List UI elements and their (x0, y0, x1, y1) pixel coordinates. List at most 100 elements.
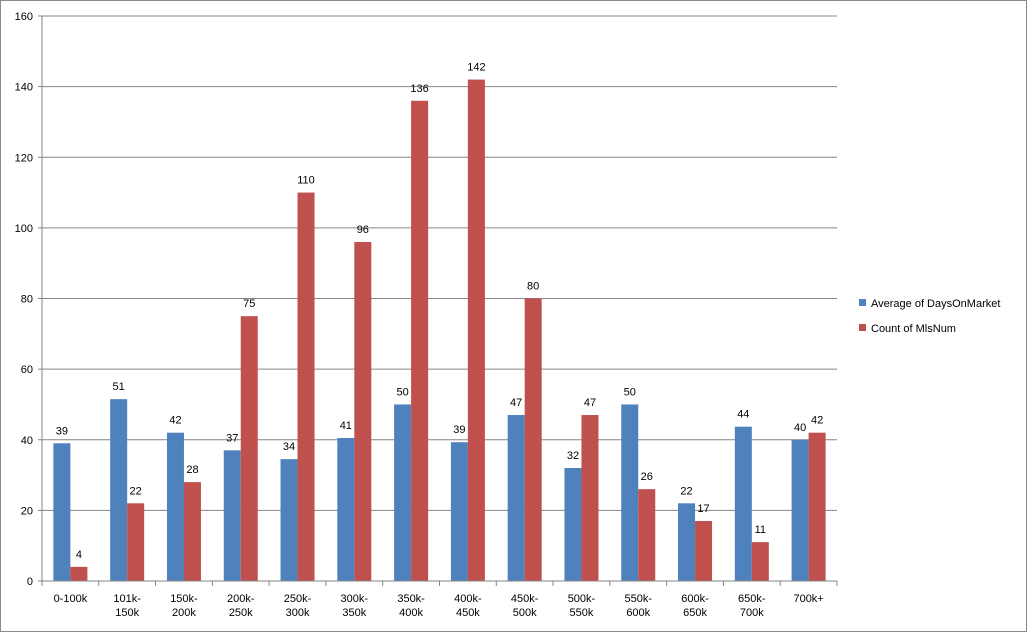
x-tick-label: 650k (683, 607, 707, 619)
y-tick-label: 20 (21, 505, 33, 517)
x-tick-label: 250k- (284, 593, 312, 605)
y-tick-label: 120 (15, 152, 33, 164)
bar-days-on-market (337, 437, 355, 581)
bar-days-on-market (678, 503, 696, 581)
bar-days-on-market (110, 399, 128, 581)
x-tick-label: 350k (342, 607, 366, 619)
bars (53, 79, 826, 581)
bar-days-on-market (621, 404, 639, 581)
bar-mls-count (751, 542, 769, 581)
data-label: 4 (76, 549, 82, 561)
bar-days-on-market (53, 443, 71, 581)
data-label: 22 (680, 485, 692, 497)
data-label: 47 (584, 397, 596, 409)
data-label: 80 (527, 281, 539, 293)
bar-days-on-market (564, 468, 582, 581)
bar-days-on-market (507, 415, 525, 581)
bar-mls-count (808, 432, 826, 581)
x-tick-label: 550k (570, 607, 594, 619)
data-label: 26 (641, 471, 653, 483)
bar-mls-count (127, 503, 145, 581)
data-label: 47 (510, 397, 522, 409)
x-tick-label: 500k- (568, 593, 596, 605)
y-tick-label: 0 (27, 576, 33, 588)
x-tick-label: 300k (286, 607, 310, 619)
bar-days-on-market (394, 404, 412, 581)
bar-mls-count (183, 482, 201, 581)
x-tick-label: 200k- (227, 593, 255, 605)
bar-mls-count (695, 520, 713, 581)
y-tick-label: 160 (15, 11, 33, 23)
bar-mls-count (581, 415, 599, 581)
bar-mls-count (524, 298, 542, 581)
legend-label: Average of DaysOnMarket (871, 298, 1000, 310)
x-tick-label: 650k- (738, 593, 766, 605)
bar-mls-count (70, 566, 88, 581)
data-label: 136 (410, 83, 428, 95)
data-label: 32 (567, 450, 579, 462)
data-label: 51 (113, 381, 125, 393)
data-label: 50 (624, 386, 636, 398)
x-tick-label: 700k+ (793, 593, 823, 605)
data-label: 42 (811, 415, 823, 427)
x-tick-label: 400k- (454, 593, 482, 605)
x-tick-label: 700k (740, 607, 764, 619)
data-label: 42 (169, 415, 181, 427)
x-tick-label: 600k- (681, 593, 709, 605)
x-tick-label: 101k- (113, 593, 141, 605)
bar-mls-count (240, 316, 258, 581)
data-label: 22 (130, 485, 142, 497)
data-label: 28 (186, 464, 198, 476)
y-tick-label: 80 (21, 294, 33, 306)
gridlines (42, 15, 837, 511)
data-label: 17 (697, 503, 709, 515)
bar-mls-count (297, 192, 315, 581)
x-tick-label: 450k- (511, 593, 539, 605)
x-tick-label: 200k (172, 607, 196, 619)
bar-days-on-market (280, 459, 298, 581)
bar-mls-count (411, 100, 429, 581)
x-tick-label: 0-100k (54, 593, 88, 605)
data-label: 37 (226, 432, 238, 444)
x-tick-label: 600k (626, 607, 650, 619)
legend: Average of DaysOnMarket Count of MlsNum (859, 298, 1000, 335)
x-tick-label: 500k (513, 607, 537, 619)
legend-swatch (859, 324, 866, 331)
y-tick-label: 60 (21, 364, 33, 376)
bar-mls-count (354, 242, 372, 581)
bar-days-on-market (450, 442, 468, 581)
x-tick-label: 150k (115, 607, 139, 619)
data-label: 110 (297, 175, 315, 187)
x-tick-label: 450k (456, 607, 480, 619)
y-tick-label: 40 (21, 435, 33, 447)
x-tick-label: 550k- (624, 593, 652, 605)
x-tick-label: 300k- (341, 593, 369, 605)
legend-label: Count of MlsNum (871, 323, 956, 335)
bar-mls-count (638, 489, 656, 581)
data-label: 50 (396, 386, 408, 398)
x-tick-label: 350k- (397, 593, 425, 605)
data-label: 34 (283, 441, 295, 453)
data-label: 96 (357, 224, 369, 236)
bar-days-on-market (166, 432, 184, 581)
data-label: 44 (737, 409, 749, 421)
bar-days-on-market (223, 450, 241, 581)
data-labels: 39 51 42 37 34 41 50 39 47 32 50 22 44 40 4 22 28 75 110 96… (56, 62, 823, 561)
y-tick-label: 140 (15, 82, 33, 94)
bar-days-on-market (791, 439, 809, 581)
bar-days-on-market (734, 426, 752, 581)
data-label: 40 (794, 422, 806, 434)
x-tick-label: 400k (399, 607, 423, 619)
y-tick-label: 100 (15, 223, 33, 235)
legend-swatch (859, 299, 866, 306)
data-label: 142 (467, 62, 485, 74)
x-tick-label: 250k (229, 607, 253, 619)
data-label: 39 (56, 425, 68, 437)
data-label: 11 (755, 524, 766, 536)
axes: 0 20 40 60 80 100 120 140 160 0-100k 101k- 150k 150k… (15, 11, 838, 619)
x-tick-label: 150k- (170, 593, 198, 605)
bar-mls-count (467, 79, 485, 581)
data-label: 39 (453, 424, 465, 436)
data-label: 75 (243, 298, 255, 310)
